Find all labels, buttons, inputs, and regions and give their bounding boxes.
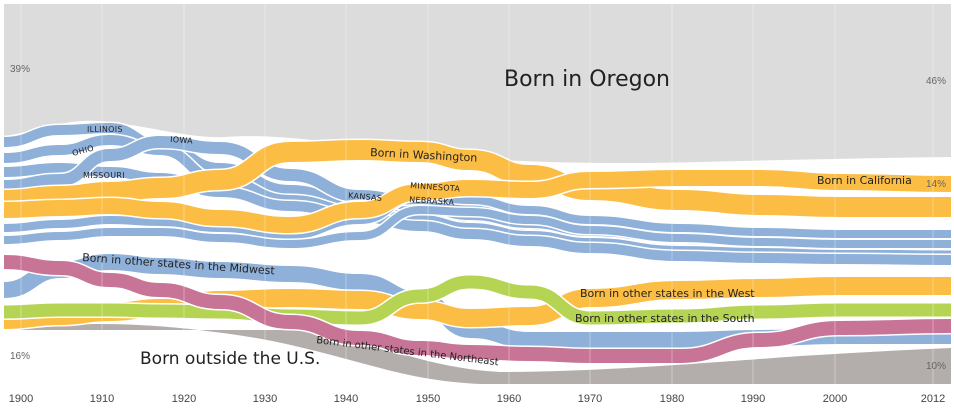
flow-born-south [3, 275, 951, 325]
x-tick-label: 1950 [416, 393, 440, 405]
state-flows [3, 121, 952, 365]
label-state-iowa: IOWA [170, 135, 194, 146]
label-born-in-washington: Born in Washington [370, 146, 478, 165]
x-axis: 1900 1910 1920 1930 1940 1950 1960 1970 … [9, 393, 945, 405]
x-tick-label: 1900 [9, 393, 33, 405]
flow-nebraska [3, 205, 951, 249]
label-born-south: Born in other states in the South [575, 312, 755, 325]
x-tick-label: 1980 [660, 393, 684, 405]
annotation-outside-end: 10% [926, 361, 946, 372]
x-tick-label: 1910 [90, 393, 114, 405]
annotation-outside-start: 16% [10, 351, 30, 362]
label-born-in-california: Born in California [817, 174, 912, 187]
label-state-missouri: MISSOURI [83, 171, 125, 180]
label-state-kansas: KANSAS [348, 191, 383, 203]
outside-us-area [4, 324, 951, 384]
x-tick-label: 1960 [497, 393, 521, 405]
label-state-nebraska: NEBRASKA [409, 195, 455, 207]
flow-missouri [3, 162, 952, 265]
label-state-illinois: ILLINOIS [87, 125, 123, 134]
oregon-area [4, 4, 951, 164]
x-tick-label: 1990 [741, 393, 765, 405]
x-tick-label: 1940 [334, 393, 358, 405]
x-tick-label: 2000 [823, 393, 847, 405]
annotation-oregon-start: 39% [10, 64, 30, 75]
x-tick-label: 1930 [253, 393, 277, 405]
flow-born-in-california [3, 169, 952, 234]
x-tick-label: 2012 [921, 393, 945, 405]
x-tick-label: 1970 [578, 393, 602, 405]
annotation-oregon-end: 46% [926, 76, 946, 87]
flow-born-northeast [3, 255, 952, 364]
annotation-california-end: 14% [926, 179, 946, 190]
label-born-west: Born in other states in the West [580, 287, 755, 300]
label-state-minnesota: MINNESOTA [410, 181, 461, 193]
x-tick-label: 1920 [172, 393, 196, 405]
label-born-in-oregon: Born in Oregon [504, 67, 670, 92]
x-gridlines [20, 4, 934, 384]
label-born-outside-us: Born outside the U.S. [140, 349, 320, 369]
flow-born-in-washington [3, 139, 951, 217]
